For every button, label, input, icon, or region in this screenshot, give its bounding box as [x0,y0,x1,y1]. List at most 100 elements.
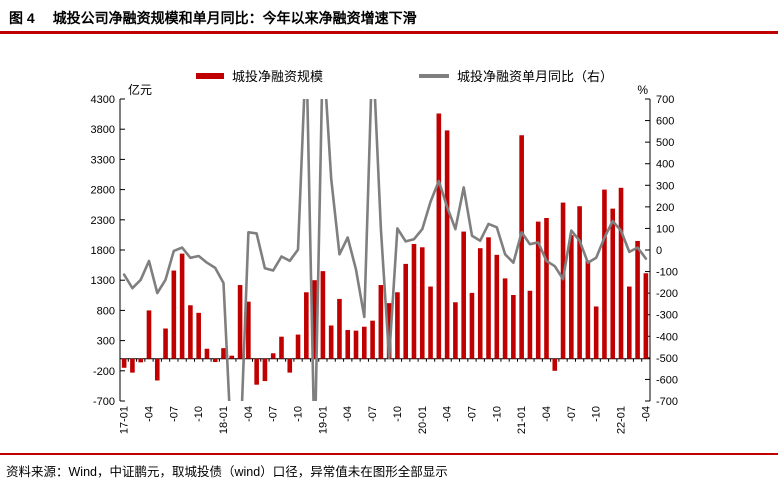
figure-label: 图 4 [9,10,35,26]
right-axis-tick-label: 700 [656,94,674,106]
bar [477,248,483,359]
bar [643,273,649,359]
yoy-line [122,99,648,401]
left-axis-unit: 亿元 [128,82,152,97]
bar [130,358,135,373]
x-axis-tick-label: -10 [193,406,205,422]
left-axis-tick-label: 2800 [91,185,115,197]
right-axis-tick-label: -300 [656,310,678,322]
x-axis-tick-label: -10 [293,406,305,422]
bar [444,130,450,359]
bar [312,280,317,359]
bar [519,135,524,359]
bar [353,330,359,359]
bar [428,286,433,359]
legend-item-bar: 城投净融资规模 [196,66,323,85]
x-axis-tick-label: -04 [243,406,255,422]
bar [469,292,475,359]
right-axis-labels: 700 600 500 400 300 200 100 0 -100 -200 -300 -400 -5… [645,94,678,408]
chart-legend: 城投净融资规模 城投净融资单月同比（右） [196,66,613,85]
bar [188,305,193,359]
x-axis-tick-label: -04 [144,406,156,422]
bar [395,292,400,359]
right-axis-tick-label: -500 [656,353,678,365]
x-axis-ticks [119,358,651,362]
bar [626,286,632,359]
bar [560,202,566,359]
bar [237,285,243,359]
x-axis-tick-label: -07 [566,406,578,422]
bar [461,231,466,359]
bar [171,270,177,359]
bar [386,303,392,359]
right-axis-tick-label: -700 [656,396,678,408]
left-axis-tick-label: 4300 [91,94,115,106]
legend-item-line: 城投净融资单月同比（右） [419,66,613,85]
bar [204,348,210,359]
x-axis-tick-label: 19-01 [317,406,329,434]
bar [602,189,607,359]
bar-series [121,113,649,385]
x-axis-tick-label: -10 [591,406,603,422]
bar [618,187,624,359]
left-axis-tick-label: 2300 [91,215,115,227]
bar [403,263,409,359]
right-axis-tick-label: -600 [656,374,678,386]
bar [163,328,168,359]
bar [254,358,259,385]
bar [436,113,442,359]
top-divider [0,31,778,34]
right-axis-tick-label: 200 [656,202,674,214]
x-axis-tick-label: -07 [367,406,379,422]
line-series [122,99,648,401]
right-axis-tick-label: -100 [656,267,678,279]
bar [419,247,425,359]
right-axis-unit: % [637,83,648,97]
right-axis-tick-label: 400 [656,159,674,171]
x-axis-tick-label: 20-01 [417,406,429,434]
x-axis-tick-label: -07 [268,406,280,422]
bar [154,358,160,381]
bar [486,237,491,359]
left-axis-tick-label: 800 [97,305,115,317]
right-axis-tick-label: 300 [656,180,674,192]
left-axis-tick-label: 1300 [91,275,115,287]
bar [544,217,549,359]
bar [212,358,218,363]
bar [295,334,301,359]
figure-title-text: 城投公司净融资规模和单月同比：今年以来净融资增速下滑 [52,10,417,26]
line-swatch-icon [419,73,450,78]
x-axis-tick-label: 18-01 [218,406,230,434]
bottom-divider [0,453,778,455]
bar [370,320,375,359]
bar [635,240,640,359]
bar [411,243,417,359]
bar [569,235,574,359]
bar [527,290,533,359]
bar [577,206,582,359]
right-axis-tick-label: -400 [656,331,678,343]
bar [320,271,326,359]
right-axis-tick-label: 100 [656,223,674,235]
x-axis-tick-label: -07 [467,406,479,422]
x-axis-tick-label: -04 [342,406,354,422]
x-axis-tick-label: 22-01 [616,406,628,434]
bar [262,358,268,382]
bar [279,336,284,359]
x-axis-tick-label: 17-01 [119,406,131,434]
right-axis-tick-label: -200 [656,288,678,300]
bar [552,358,558,371]
bar [179,253,185,359]
source-note: 资料来源：Wind，中证鹏元，取城投债（wind）口径，异常值未在图形全部显示 [6,465,448,479]
bar [502,278,508,359]
bar [610,208,616,359]
bar [345,330,351,359]
left-axis-tick-label: -700 [93,396,115,408]
bar-swatch-icon [196,72,224,79]
bar [337,298,342,359]
bar [511,294,516,359]
x-axis-tick-label: -10 [392,406,404,422]
x-axis-tick-label: -07 [168,406,180,422]
